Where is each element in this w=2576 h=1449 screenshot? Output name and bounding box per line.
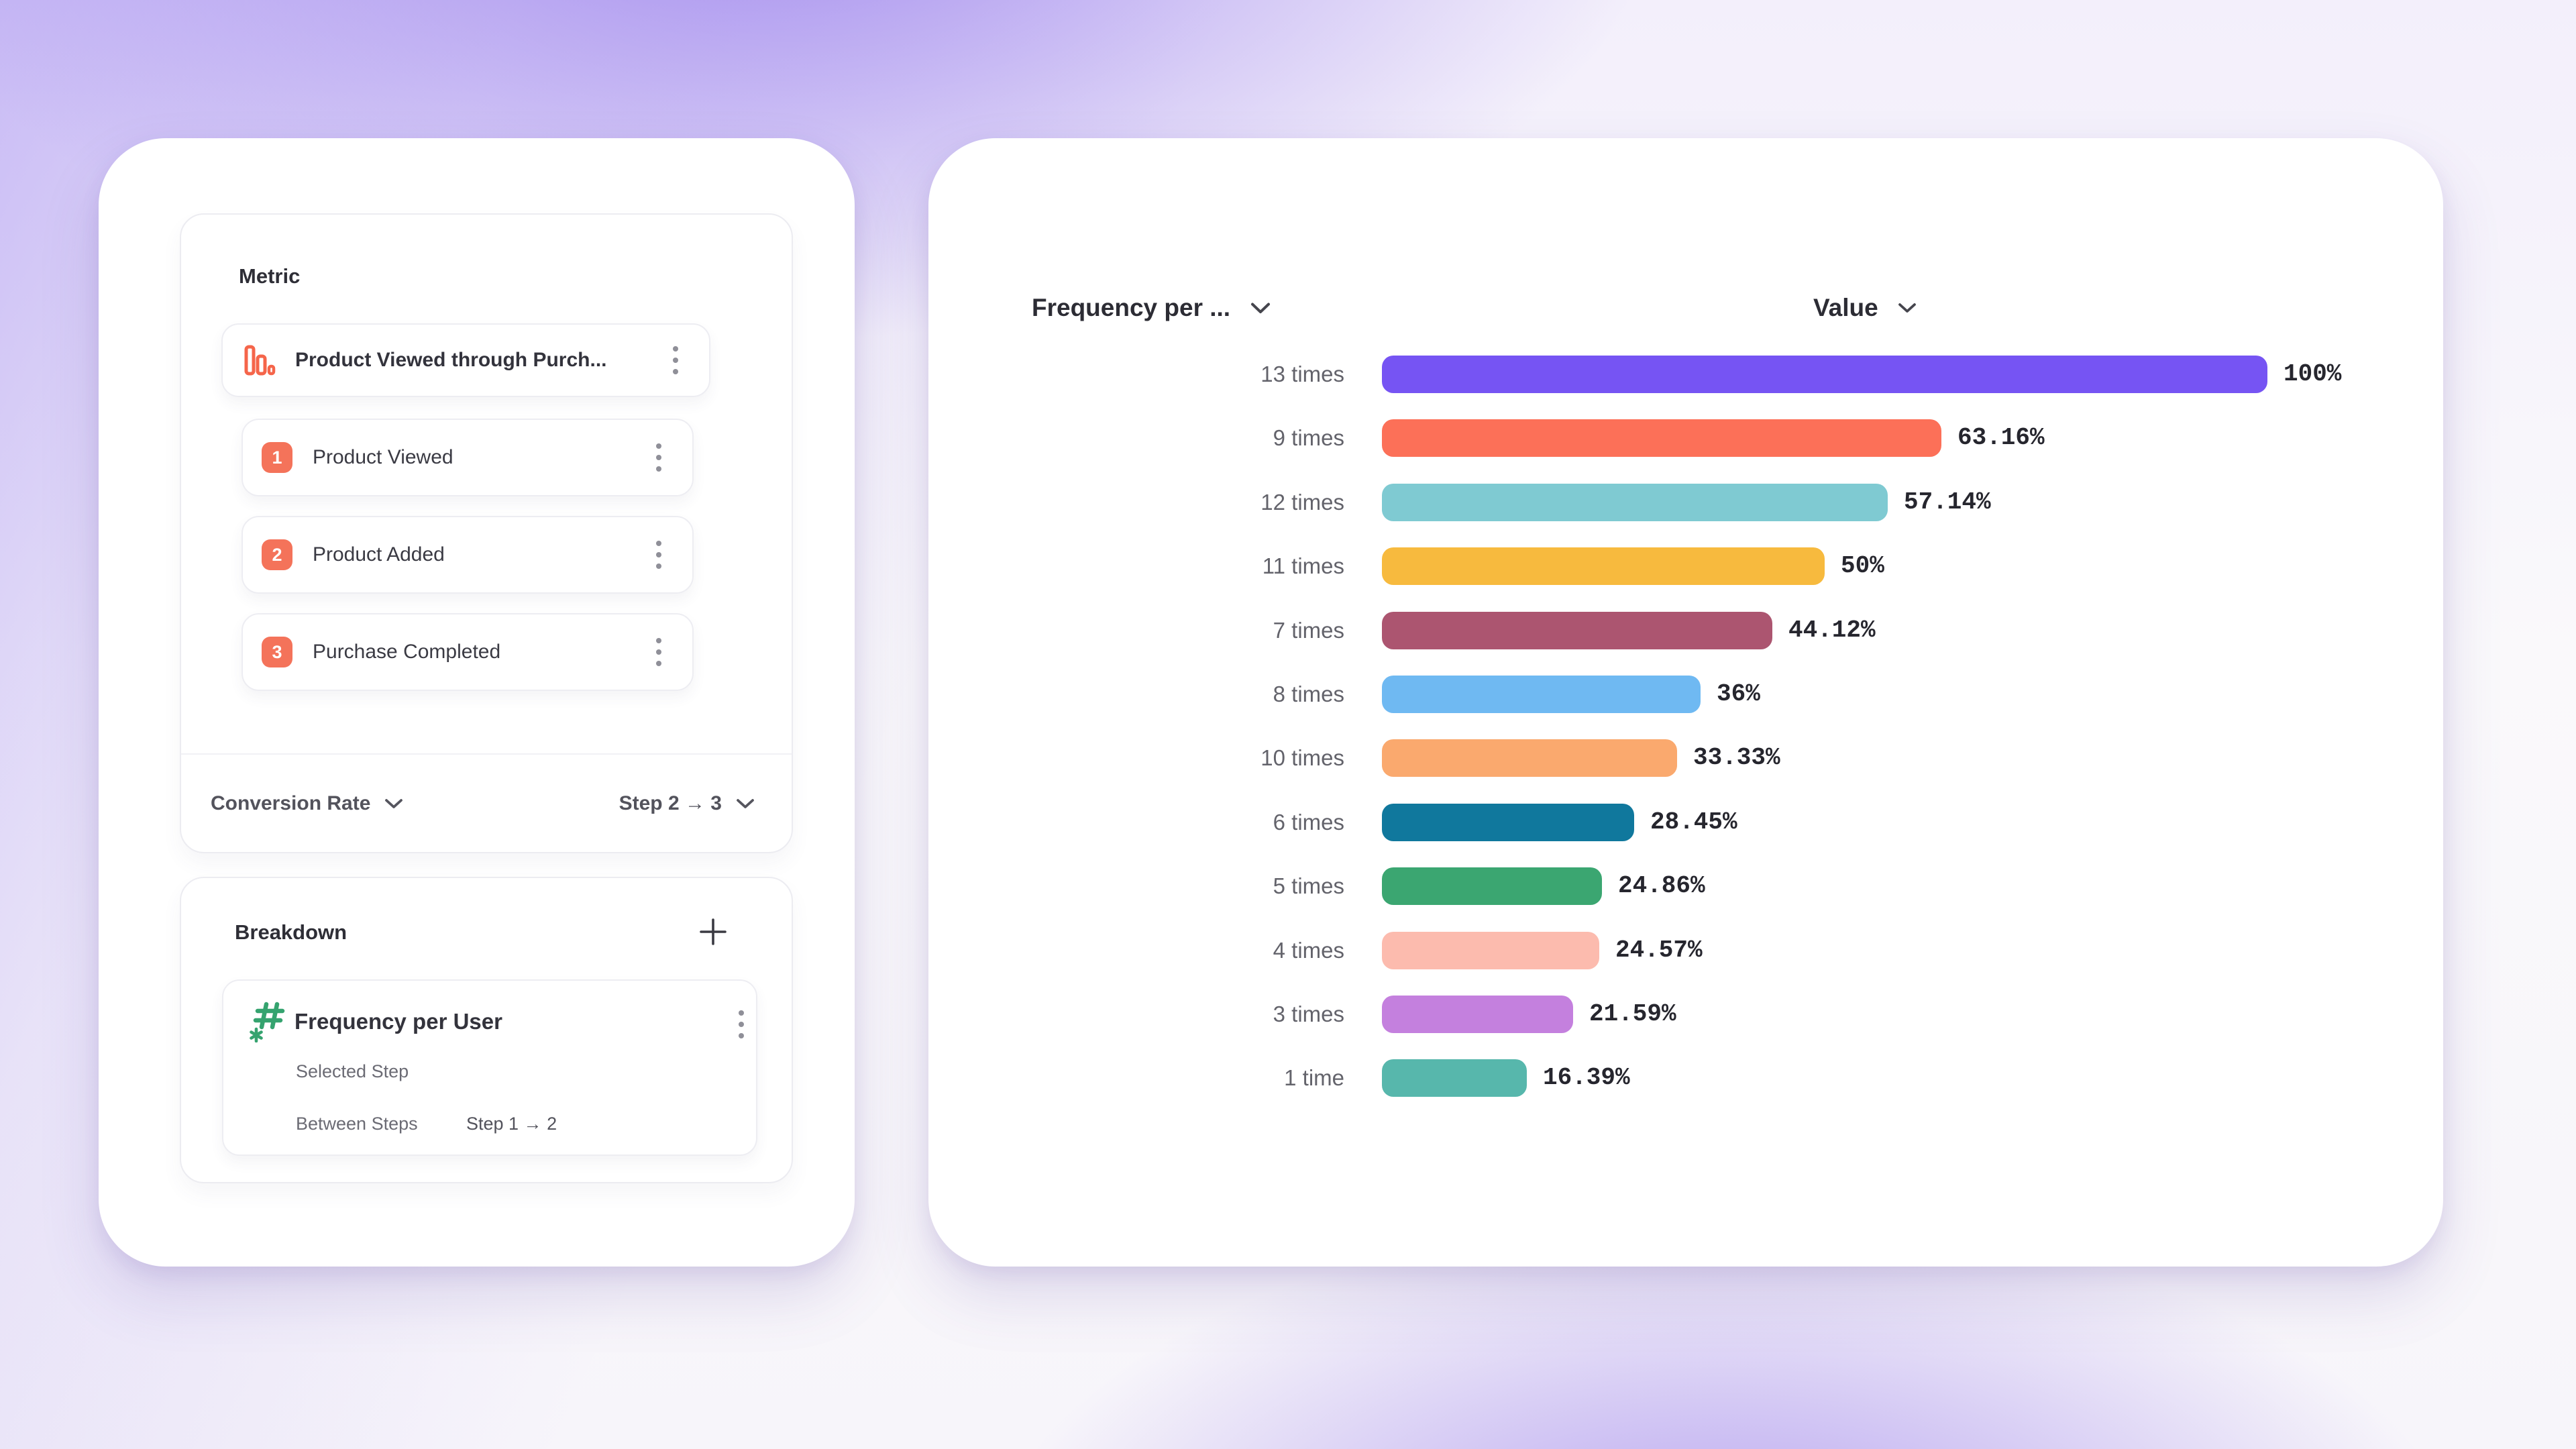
bar-category-label: 3 times (1273, 1002, 1344, 1026)
category-column-dropdown[interactable]: Frequency per ... (1032, 294, 1272, 322)
chart-row: 5 times 24.86% (928, 854, 2443, 918)
bar-value-label: 33.33% (1693, 744, 1780, 771)
bar[interactable] (1382, 612, 1772, 649)
step-number-badge: 2 (262, 539, 292, 570)
bar[interactable] (1382, 804, 1634, 841)
metric-section-title: Metric (239, 264, 301, 288)
bar-category-label: 10 times (1260, 745, 1344, 770)
bar[interactable] (1382, 356, 2267, 393)
bar-value-label: 24.57% (1615, 936, 1703, 964)
bar-value-label: 36% (1717, 680, 1760, 708)
breakdown-section-title: Breakdown (235, 920, 347, 944)
chart-row: 12 times 57.14% (928, 470, 2443, 535)
breakdown-header: Breakdown (235, 905, 730, 959)
bar[interactable] (1382, 932, 1599, 969)
bar[interactable] (1382, 739, 1677, 777)
query-builder-panel: Metric Product Viewed through Purch... 1… (99, 138, 855, 1267)
add-breakdown-button[interactable] (696, 915, 730, 949)
bar-category-label: 1 time (1284, 1065, 1344, 1090)
bar-category-label: 11 times (1262, 553, 1344, 578)
bar-category-label: 5 times (1273, 873, 1344, 898)
funnel-step-item[interactable]: 1 Product Viewed (241, 419, 694, 496)
chart-row: 4 times 24.57% (928, 918, 2443, 983)
horizontal-bar-chart: 13 times 100% 9 times 63.16% 12 times 57.14% 1… (928, 138, 2443, 1267)
chart-row: 10 times 33.33% (928, 726, 2443, 790)
bar-value-label: 24.86% (1618, 872, 1705, 900)
bar-value-label: 16.39% (1543, 1064, 1630, 1091)
step-event-label: Product Added (313, 543, 445, 566)
chart-row: 9 times 63.16% (928, 406, 2443, 470)
kebab-menu-button[interactable] (651, 535, 667, 574)
bar-category-label: 8 times (1273, 682, 1344, 706)
chart-row: 7 times 44.12% (928, 598, 2443, 663)
chart-row: 13 times 100% (928, 342, 2443, 407)
bar-value-label: 44.12% (1788, 616, 1876, 644)
chevron-down-icon (385, 798, 403, 808)
step-number-badge: 1 (262, 442, 292, 473)
conversion-rate-dropdown[interactable]: Conversion Rate (211, 792, 404, 815)
chart-row: 3 times 21.59% (928, 982, 2443, 1046)
value-column-dropdown[interactable]: Value (1813, 294, 1917, 322)
kebab-menu-button[interactable] (667, 341, 684, 380)
kebab-menu-button[interactable] (651, 438, 667, 477)
bar-value-label: 57.14% (1904, 488, 1991, 516)
numeric-property-icon (249, 1000, 288, 1046)
chevron-down-icon (1251, 303, 1271, 313)
step-range-label: Step 2 → 3 (619, 792, 722, 814)
breakdown-property-name: Frequency per User (294, 1009, 502, 1034)
between-steps-label[interactable]: Between Steps (296, 1114, 418, 1134)
between-steps-value[interactable]: Step 1 → 2 (466, 1114, 557, 1134)
bar-value-label: 50% (1841, 552, 1884, 580)
funnel-step-item[interactable]: 3 Purchase Completed (241, 613, 694, 691)
step-number-badge: 3 (262, 637, 292, 667)
chart-row: 11 times 50% (928, 534, 2443, 598)
bar-value-label: 28.45% (1650, 808, 1737, 836)
chevron-down-icon (1898, 303, 1916, 313)
chart-panel: Frequency per ... Value 13 times 100% 9 ti… (928, 138, 2443, 1267)
metric-card: Metric Product Viewed through Purch... 1… (180, 213, 793, 853)
bar[interactable] (1382, 676, 1701, 713)
bar-category-label: 12 times (1260, 490, 1344, 515)
bar-value-label: 100% (2284, 360, 2342, 388)
step-event-label: Purchase Completed (313, 641, 501, 663)
category-column-header: Frequency per ... (1032, 294, 1231, 321)
bar-category-label: 9 times (1273, 425, 1344, 450)
bar[interactable] (1382, 547, 1825, 585)
bar[interactable] (1382, 867, 1602, 905)
chevron-down-icon (737, 798, 754, 808)
kebab-menu-button[interactable] (651, 633, 667, 672)
metric-event-label: Product Viewed through Purch... (295, 349, 607, 371)
bar-value-label: 21.59% (1589, 1000, 1676, 1028)
value-column-header: Value (1813, 294, 1878, 321)
bar[interactable] (1382, 419, 1941, 457)
step-event-label: Product Viewed (313, 446, 453, 468)
bar-category-label: 6 times (1273, 810, 1344, 835)
breakdown-property-item[interactable]: Frequency per User Selected Step Between… (222, 979, 757, 1156)
bar-category-label: 7 times (1273, 618, 1344, 643)
funnel-chart-icon (243, 343, 276, 377)
chart-row: 8 times 36% (928, 662, 2443, 727)
chart-row: 1 time 16.39% (928, 1046, 2443, 1110)
plus-icon (700, 918, 727, 945)
bar-value-label: 63.16% (1957, 424, 2045, 451)
bar[interactable] (1382, 484, 1888, 521)
step-range-dropdown[interactable]: Step 2 → 3 (619, 792, 755, 815)
card-divider (181, 753, 792, 755)
breakdown-card: Breakdown (180, 877, 793, 1183)
bar[interactable] (1382, 996, 1573, 1033)
kebab-menu-button[interactable] (733, 1005, 749, 1044)
bar-category-label: 4 times (1273, 938, 1344, 963)
chart-row: 6 times 28.45% (928, 790, 2443, 855)
metric-footer: Conversion Rate Step 2 → 3 (181, 755, 792, 852)
funnel-step-item[interactable]: 2 Product Added (241, 516, 694, 594)
bar[interactable] (1382, 1059, 1527, 1097)
conversion-rate-label: Conversion Rate (211, 792, 371, 814)
selected-step-label[interactable]: Selected Step (296, 1061, 409, 1081)
bar-category-label: 13 times (1260, 362, 1344, 386)
metric-event-item[interactable]: Product Viewed through Purch... (221, 323, 710, 397)
